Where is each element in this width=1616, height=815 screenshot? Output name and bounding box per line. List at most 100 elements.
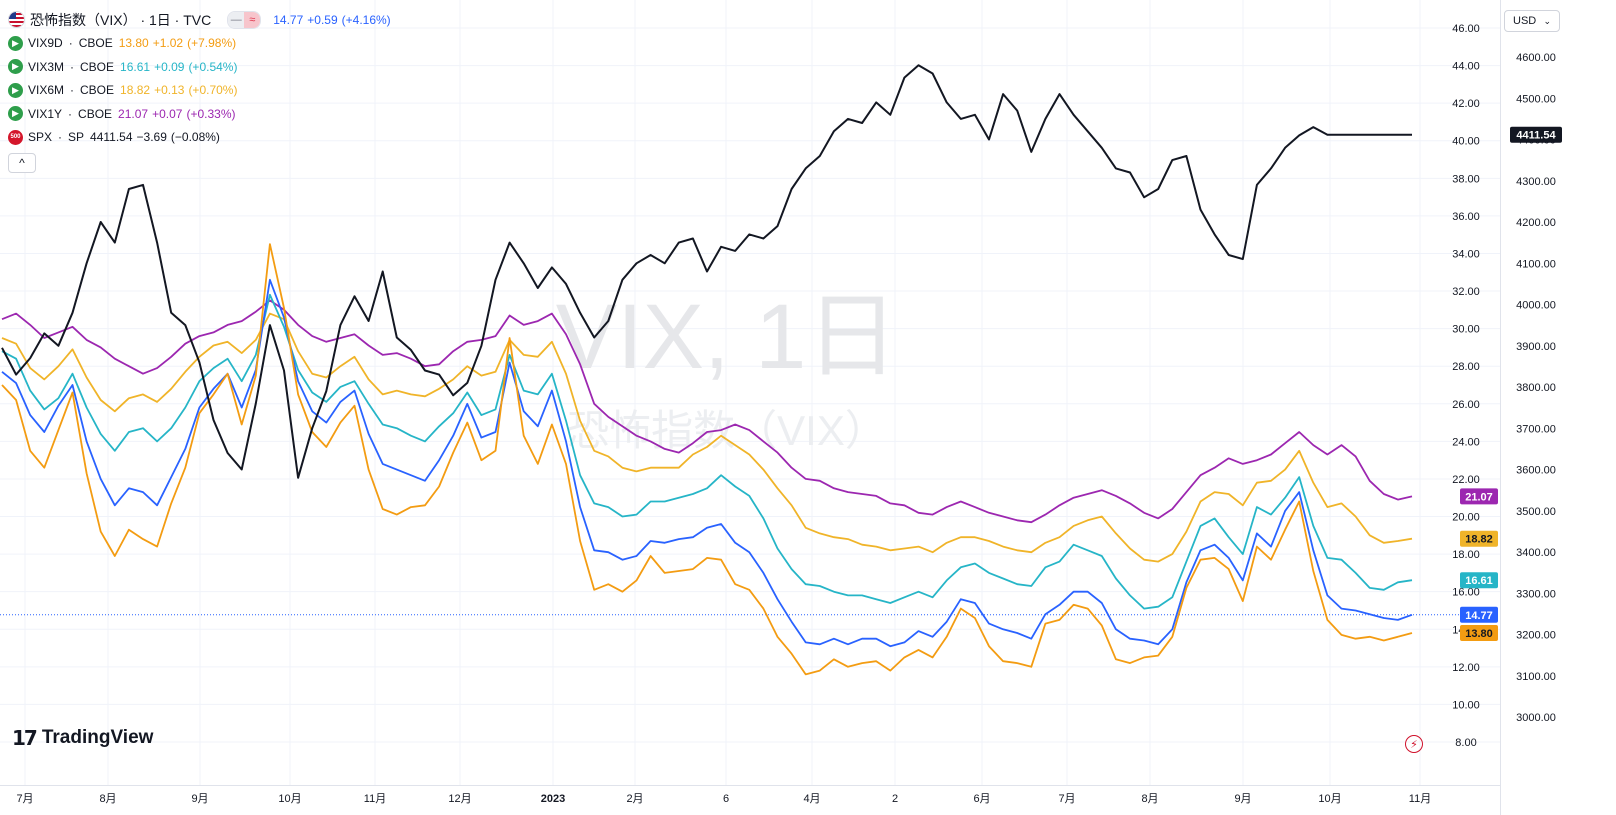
right-axis-tick-label: 3900.00 xyxy=(1516,341,1556,353)
time-axis-tick-label: 11月 xyxy=(364,793,386,805)
time-axis-tick-label: 4月 xyxy=(803,793,820,805)
legend-change: −3.69 xyxy=(136,130,167,145)
arrow-right-icon: ▶ xyxy=(8,82,23,98)
time-axis-tick-label: 8月 xyxy=(1141,793,1158,805)
lightning-icon[interactable]: ⚡ xyxy=(1405,735,1423,753)
approx-icon[interactable]: ≈ xyxy=(244,11,261,28)
arrow-right-icon: ▶ xyxy=(8,106,23,122)
legend-row-vix3m[interactable]: ▶ VIX3M · CBOE 16.61 +0.09 (+0.54%) xyxy=(8,55,395,79)
last-price-label-vix9d: 13.80 xyxy=(1460,625,1498,642)
last-price-labels: 21.07 18.82 16.61 14.77 13.80 4411.54 xyxy=(1460,126,1562,642)
left-axis-tick-label: 20.00 xyxy=(1452,512,1480,524)
last-price-label-vix3m: 16.61 xyxy=(1460,572,1498,589)
collapse-legend-button[interactable]: ^ xyxy=(8,153,36,173)
time-axis-tick-label: 7月 xyxy=(16,793,33,805)
left-axis-tick-label: 12.00 xyxy=(1452,662,1480,674)
left-axis-tick-label: 10.00 xyxy=(1452,699,1480,711)
last-price-label-text: 13.80 xyxy=(1465,628,1493,640)
legend-change-pct: (+7.98%) xyxy=(187,36,237,51)
left-axis-tick-label: 38.00 xyxy=(1452,173,1480,185)
last-price-label-text: 16.61 xyxy=(1465,575,1493,587)
legend-value: 21.07 xyxy=(118,106,149,121)
legend-row-vix9d[interactable]: ▶ VIX9D · CBOE 13.80 +1.02 (+7.98%) xyxy=(8,32,395,56)
currency-selector[interactable]: USD ⌄ xyxy=(1504,10,1560,32)
legend: 恐怖指数（VIX） · 1日 · TVC — ≈ 14.77 +0.59 (+4… xyxy=(8,8,395,173)
right-axis-tick-label: 3000.00 xyxy=(1516,712,1556,724)
time-axis-tick-label: 2023 xyxy=(541,793,565,805)
time-axis-tick-label: 12月 xyxy=(448,793,471,805)
time-axis-tick-label: 9月 xyxy=(191,793,208,805)
last-price-label-text: 21.07 xyxy=(1465,491,1493,503)
time-axis[interactable]: 7月 8月 9月 10月 11月 12月 2023 2月 6 4月 2 6月 7月 8月 9月 10月 11月 xyxy=(16,793,1431,805)
hide-icon[interactable]: — xyxy=(228,11,245,28)
legend-exchange: CBOE xyxy=(80,83,115,98)
series-line-vix9d xyxy=(1,243,1413,676)
price-scale-left[interactable]: 8.0010.0012.0014.0016.0018.0020.0022.002… xyxy=(1452,23,1480,749)
watermark-small-text: 恐怖指数（VIX） xyxy=(567,407,887,454)
main-change: +0.59 xyxy=(307,12,338,27)
last-price-label-text: 18.82 xyxy=(1465,534,1493,546)
left-axis-tick-label: 16.00 xyxy=(1452,587,1480,599)
time-axis-tick-label: 10月 xyxy=(278,793,301,805)
left-axis-tick-label: 26.00 xyxy=(1452,399,1480,411)
watermark: VIX, 1日 恐怖指数（VIX） xyxy=(556,286,899,454)
main-series-title: 恐怖指数（VIX） · 1日 · TVC xyxy=(30,11,212,28)
right-axis-tick-label: 4500.00 xyxy=(1516,93,1556,105)
last-price-label-vix6m: 18.82 xyxy=(1460,530,1498,547)
left-axis-tick-label: 28.00 xyxy=(1452,361,1480,373)
legend-row-vix6m[interactable]: ▶ VIX6M · CBOE 18.82 +0.13 (+0.70%) xyxy=(8,79,395,103)
time-axis-tick-label: 6 xyxy=(723,793,729,805)
time-axis-tick-label: 2 xyxy=(892,793,898,805)
right-axis-tick-label: 3800.00 xyxy=(1516,382,1556,394)
legend-row-spx[interactable]: 500 SPX · SP 4411.54 −3.69 (−0.08%) xyxy=(8,126,395,150)
main-last-value: 14.77 xyxy=(273,12,304,27)
right-axis-tick-label: 4300.00 xyxy=(1516,176,1556,188)
tradingview-logo[interactable]: 17 TradingView xyxy=(12,726,153,750)
legend-change-pct: (+0.54%) xyxy=(188,59,238,74)
currency-label: USD xyxy=(1513,15,1537,27)
price-scale-right[interactable]: 3000.00 3100.00 3200.00 3300.00 3400.00 3500.… xyxy=(1516,52,1556,724)
legend-separator: · xyxy=(58,130,63,145)
legend-symbol: SPX xyxy=(28,130,53,145)
legend-compare-list: ▶ VIX9D · CBOE 13.80 +1.02 (+7.98%) ▶ VIX3M · CBOE… xyxy=(8,32,395,150)
tradingview-logo-text: TradingView xyxy=(41,727,154,748)
legend-change: +0.09 xyxy=(154,59,185,74)
series-line-vix6m xyxy=(1,312,1413,563)
legend-separator: · xyxy=(68,36,73,51)
left-axis-tick-label: 40.00 xyxy=(1452,136,1480,148)
legend-value: 16.61 xyxy=(120,59,151,74)
legend-change-pct: (+0.33%) xyxy=(186,106,236,121)
watermark-big-text: VIX, 1日 xyxy=(556,286,899,388)
right-axis-tick-label: 4000.00 xyxy=(1516,300,1556,312)
time-axis-tick-label: 6月 xyxy=(973,793,990,805)
indicator-toggle[interactable]: — ≈ xyxy=(227,10,262,29)
right-axis-tick-label: 4600.00 xyxy=(1516,52,1556,64)
tradingview-mark-icon: 17 xyxy=(12,726,38,750)
left-axis-tick-label: 42.00 xyxy=(1452,98,1480,110)
right-axis-tick-label: 3400.00 xyxy=(1516,547,1556,559)
right-axis-tick-label: 3100.00 xyxy=(1516,671,1556,683)
right-axis-tick-label: 3200.00 xyxy=(1516,630,1556,642)
legend-row-vix1y[interactable]: ▶ VIX1Y · CBOE 21.07 +0.07 (+0.33%) xyxy=(8,102,395,126)
us-flag-icon xyxy=(8,11,25,29)
series-layer xyxy=(0,64,1500,676)
legend-separator: · xyxy=(70,83,75,98)
series-line-spx xyxy=(1,64,1412,479)
legend-value: 13.80 xyxy=(118,36,149,51)
chevron-down-icon: ⌄ xyxy=(1543,15,1551,26)
legend-value: 4411.54 xyxy=(90,130,133,145)
legend-symbol: VIX6M xyxy=(28,83,65,98)
legend-change: +0.07 xyxy=(152,106,183,121)
time-axis-tick-label: 11月 xyxy=(1409,793,1431,805)
left-axis-tick-label: 22.00 xyxy=(1452,474,1480,486)
right-axis-tick-label: 3500.00 xyxy=(1516,506,1556,518)
left-axis-tick-label: 24.00 xyxy=(1452,436,1480,448)
legend-main-row[interactable]: 恐怖指数（VIX） · 1日 · TVC — ≈ 14.77 +0.59 (+4… xyxy=(8,8,395,32)
series-line-vix3m xyxy=(1,293,1413,610)
right-axis-tick-label: 3700.00 xyxy=(1516,423,1556,435)
time-axis-tick-label: 2月 xyxy=(626,793,643,805)
right-axis-tick-label: 3600.00 xyxy=(1516,465,1556,477)
legend-exchange: CBOE xyxy=(78,36,113,51)
left-axis-tick-label: 30.00 xyxy=(1452,324,1480,336)
